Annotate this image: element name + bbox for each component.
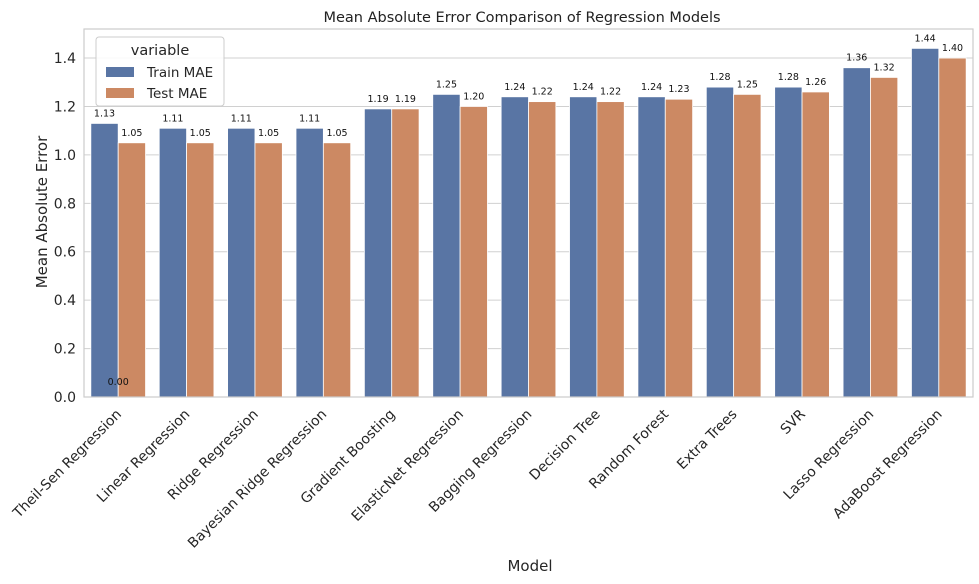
bar	[801, 91, 830, 398]
bar	[158, 127, 187, 398]
bar-value-label: 1.44	[915, 33, 936, 44]
bar-value-label: 1.40	[942, 43, 963, 54]
bar-value-label: 1.05	[190, 128, 211, 139]
bar-value-label: 1.25	[737, 79, 758, 90]
bar-value-label: 1.05	[326, 128, 347, 139]
bar-value-label: 1.05	[258, 128, 279, 139]
bar	[637, 96, 666, 398]
bar	[938, 57, 967, 398]
bar-value-label: 1.32	[874, 62, 895, 73]
legend-swatch-test	[106, 88, 134, 98]
bar	[254, 142, 283, 398]
y-tick-label: 0.8	[54, 196, 76, 212]
bar	[363, 108, 393, 398]
bar	[322, 142, 352, 398]
x-tick-label: Bayesian Ridge Regression	[185, 407, 330, 552]
bar	[459, 106, 488, 398]
legend-label-test: Test MAE	[146, 86, 207, 102]
y-axis-ticks: 0.0 0.2 0.4 0.6 0.8 1.0 1.2 1.4	[54, 51, 76, 406]
bar-value-label: 1.28	[778, 72, 799, 83]
bar	[842, 67, 871, 398]
x-tick-label: Extra Trees	[674, 407, 740, 473]
bar-value-label: 1.24	[573, 82, 594, 93]
bar	[774, 86, 803, 398]
plot-frame	[83, 28, 974, 398]
bar-value-label: 1.19	[367, 94, 388, 105]
annotation-label: 0.00	[108, 377, 129, 388]
bar-value-label: 1.05	[121, 128, 142, 139]
x-tick-label: Decision Tree	[526, 407, 603, 484]
y-tick-label: 0.0	[54, 390, 76, 406]
bar-value-label: 1.26	[805, 77, 826, 88]
y-tick-label: 0.2	[54, 342, 76, 358]
legend-label-train: Train MAE	[146, 65, 213, 81]
legend: variable Train MAE Test MAE	[95, 36, 225, 107]
bar	[432, 93, 461, 398]
bar-value-label: 1.11	[162, 113, 183, 124]
bar-value-label: 1.24	[504, 82, 525, 93]
bar-value-label: 1.11	[299, 113, 320, 124]
y-tick-label: 0.4	[54, 293, 76, 309]
y-tick-label: 1.0	[54, 148, 76, 164]
bar-value-label: 1.36	[846, 53, 867, 64]
bar-value-label: 1.23	[668, 84, 689, 95]
legend-title: variable	[131, 43, 190, 59]
bar	[90, 123, 119, 398]
bars	[90, 47, 967, 398]
bar-value-label: 1.25	[436, 79, 457, 90]
bar-value-label: 1.22	[532, 87, 553, 98]
bar-value-label: 1.11	[231, 113, 252, 124]
chart-title: Mean Absolute Error Comparison of Regres…	[323, 10, 720, 26]
bar	[664, 98, 694, 398]
bar-value-labels: 1.13 1.05 1.11 1.05 1.11 1.05 1.11 1.05 1.19 1.19…	[94, 33, 963, 388]
y-tick-label: 1.4	[54, 51, 76, 67]
x-tick-label: Theil-Sen Regression	[10, 407, 125, 522]
bar	[227, 127, 256, 398]
bar-value-label: 1.22	[600, 87, 621, 98]
bar	[528, 101, 557, 398]
legend-swatch-train	[106, 67, 134, 77]
bar	[186, 142, 215, 398]
bar	[500, 96, 529, 398]
bar	[705, 86, 735, 398]
bar-value-label: 1.24	[641, 82, 662, 93]
y-axis-label: Mean Absolute Error	[33, 135, 51, 288]
bar	[569, 96, 598, 398]
bar	[870, 77, 899, 398]
bar-value-label: 1.19	[395, 94, 416, 105]
bar-value-label: 1.28	[709, 72, 730, 83]
x-tick-label: ElasticNet Regression	[349, 407, 467, 525]
bar-value-label: 1.20	[463, 91, 484, 102]
bar-value-label: 1.13	[94, 108, 115, 119]
bar	[295, 127, 324, 398]
bar	[391, 108, 420, 398]
bar	[117, 142, 146, 398]
bar	[596, 101, 625, 398]
x-axis-label: Model	[507, 557, 552, 575]
bar	[911, 47, 940, 398]
bar	[733, 93, 762, 398]
y-tick-label: 0.6	[54, 245, 76, 261]
y-tick-label: 1.2	[54, 99, 76, 115]
x-tick-label: SVR	[778, 406, 809, 437]
